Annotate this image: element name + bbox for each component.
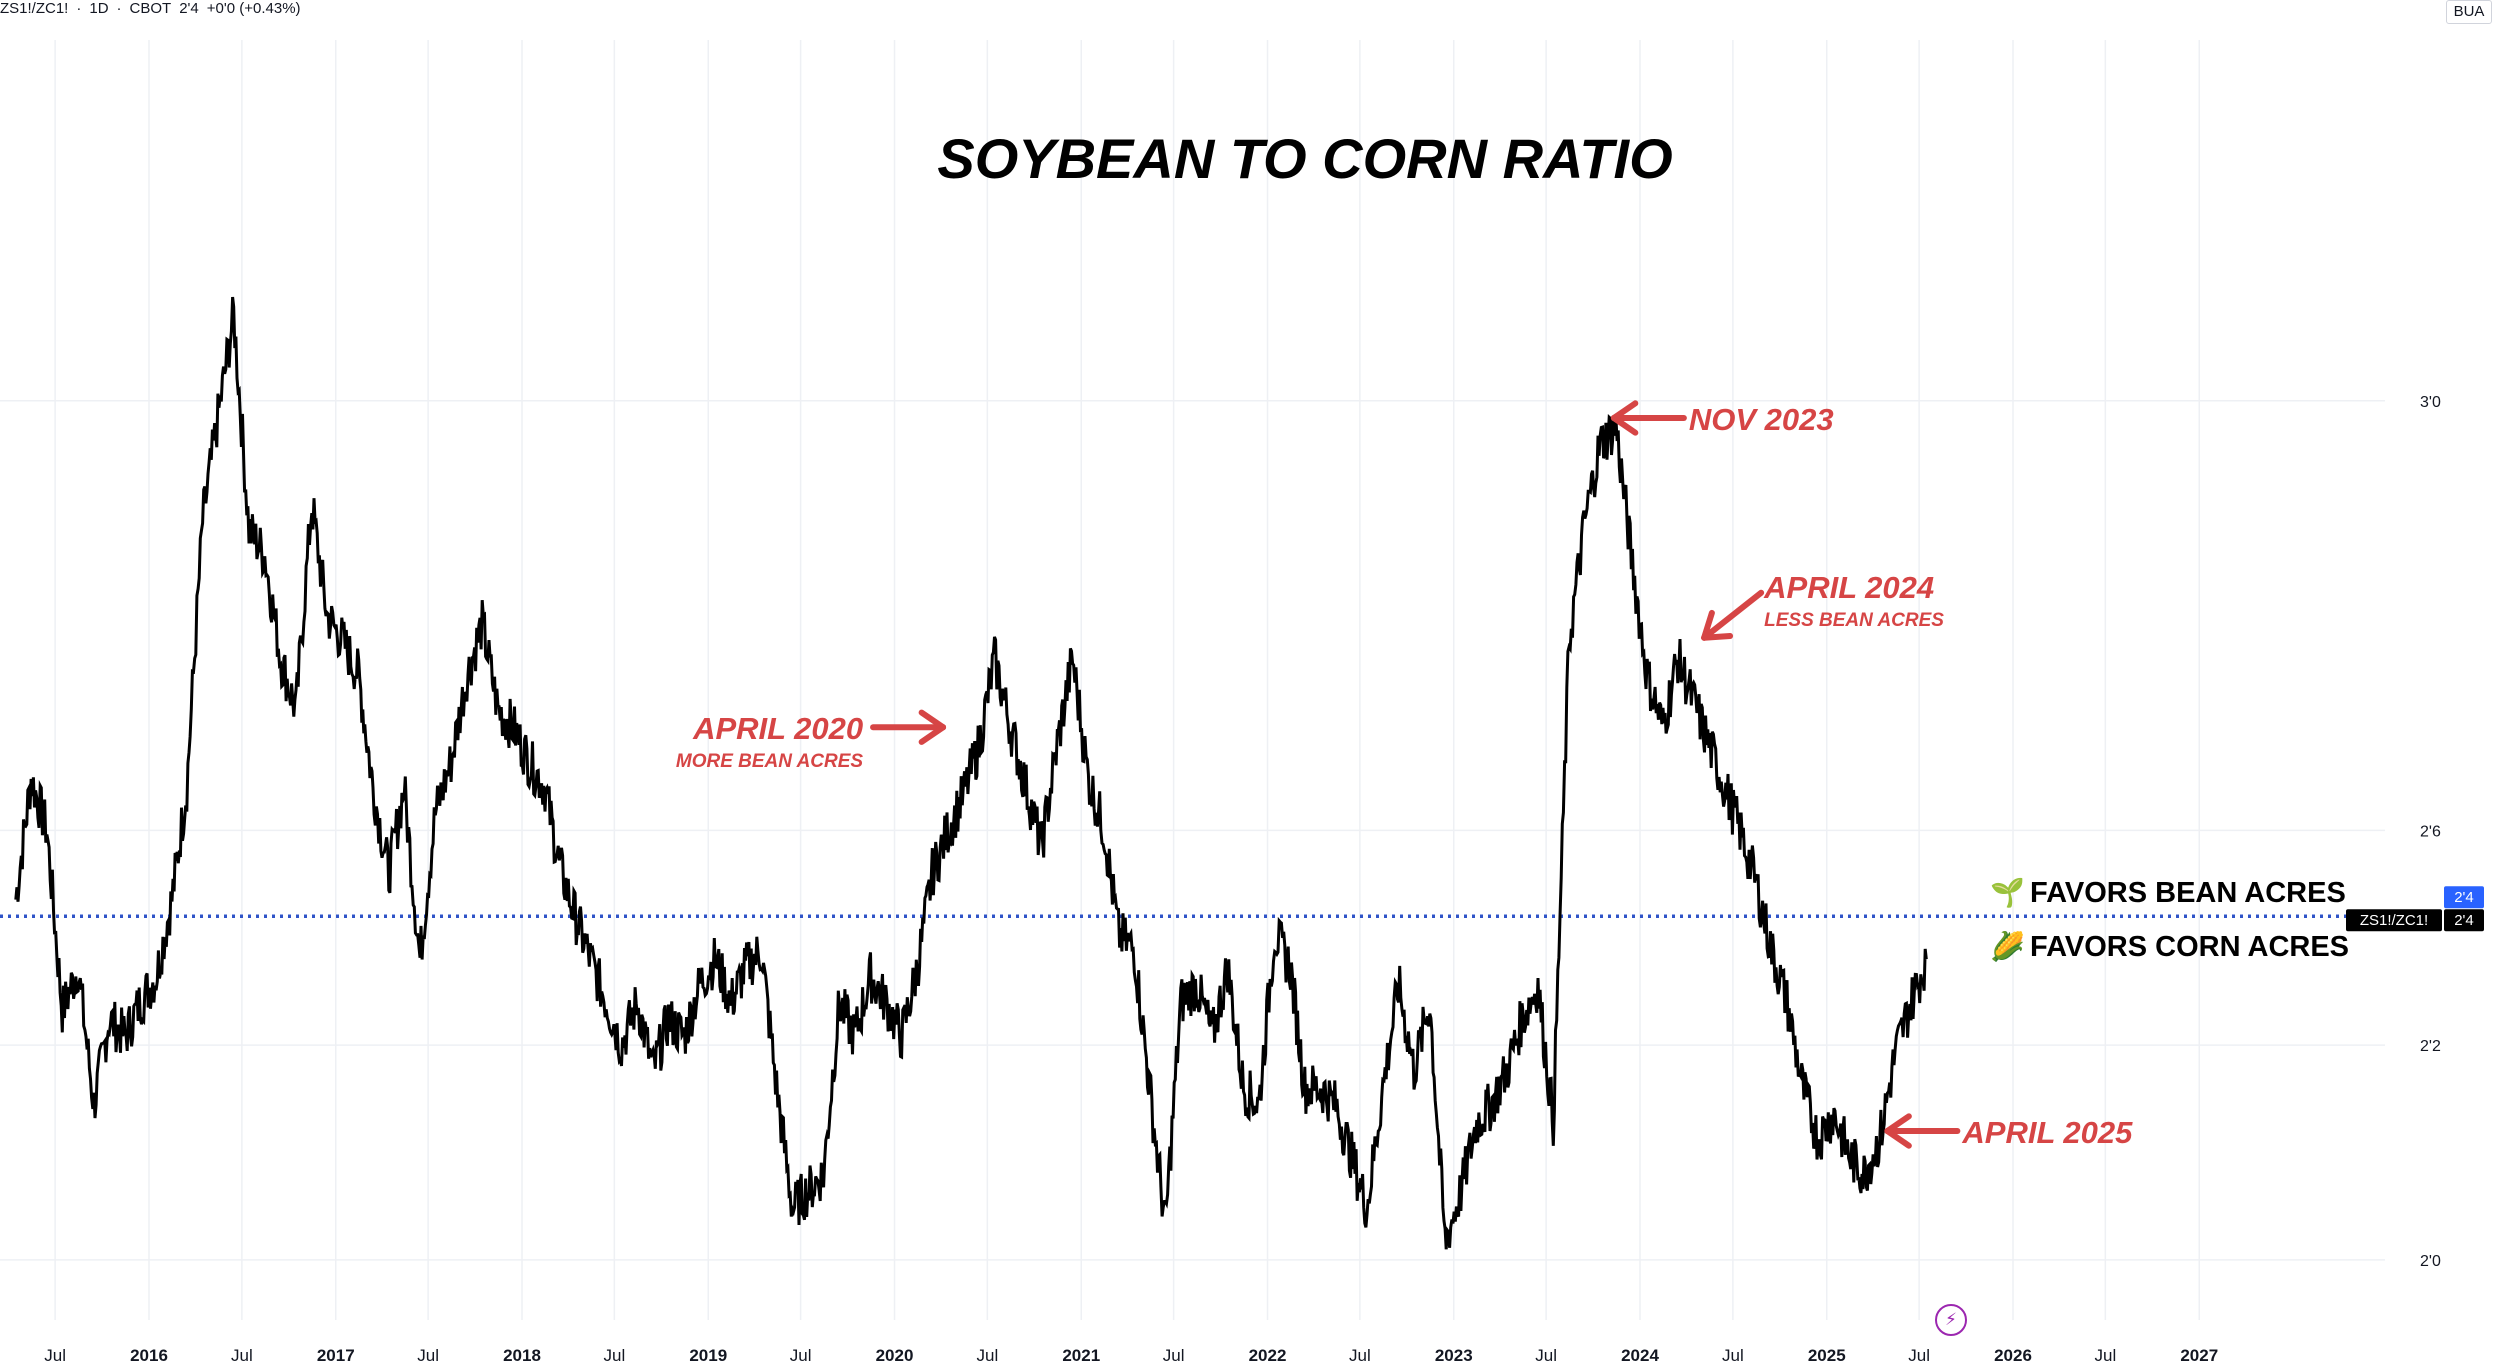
x-tick-label: Jul xyxy=(790,1346,812,1365)
y-tick-label: 2'0 xyxy=(2420,1253,2441,1270)
annotation-sublabel: LESS BEAN ACRES xyxy=(1764,610,1944,631)
price-tags: 2'4 ZS1!/ZC1! 2'4 xyxy=(2346,886,2484,932)
price-tag-upper: 2'4 xyxy=(2454,889,2474,906)
price-tag-lower: 2'4 xyxy=(2454,912,2474,929)
x-tick-label: 2017 xyxy=(317,1346,355,1365)
price-tag-lower-bg xyxy=(2444,909,2484,932)
x-tick-label: 2025 xyxy=(1808,1346,1846,1365)
price-tag-upper-bg xyxy=(2444,886,2484,909)
y-axis-labels: 2'0 2'2 2'6 3'0 xyxy=(2420,394,2441,1270)
chart-header: ZS1!/ZC1! · 1D · CBOT 2'4 +0'0 (+0.43%) xyxy=(0,0,301,17)
zone-label: FAVORS CORN ACRES xyxy=(2030,931,2349,963)
annotation-arrowhead xyxy=(918,709,947,731)
symbol-label[interactable]: ZS1!/ZC1! xyxy=(0,0,69,17)
x-tick-label: 2022 xyxy=(1249,1346,1287,1365)
x-tick-label: Jul xyxy=(1722,1346,1744,1365)
annotation-sublabel: MORE BEAN ACRES xyxy=(676,751,864,772)
seedling-icon: 🌱 xyxy=(1990,876,2025,909)
x-tick-label: 2023 xyxy=(1435,1346,1473,1365)
grid-lines xyxy=(0,40,2385,1320)
x-tick-label: Jul xyxy=(1163,1346,1185,1365)
series-tag: ZS1!/ZC1! xyxy=(2360,912,2428,929)
annotation-arrow xyxy=(1701,589,1765,641)
chart-title: SOYBEAN TO CORN RATIO xyxy=(937,127,1672,190)
x-tick-label: Jul xyxy=(2095,1346,2117,1365)
annotation-arrowhead xyxy=(918,724,947,745)
annotations: NOV 2023 APRIL 2024 LESS BEAN ACRES APRIL 2… xyxy=(676,400,2133,1150)
x-tick-label: 2026 xyxy=(1994,1346,2032,1365)
series-tag-bg xyxy=(2346,909,2442,932)
x-tick-label: Jul xyxy=(44,1346,66,1365)
bua-button[interactable]: BUA xyxy=(2446,0,2492,24)
annotation-label: APRIL 2024 xyxy=(1763,570,1934,605)
x-tick-label: Jul xyxy=(603,1346,625,1365)
x-tick-label: 2020 xyxy=(876,1346,914,1365)
annotation-label: NOV 2023 xyxy=(1689,402,1834,437)
x-tick-label: Jul xyxy=(1908,1346,1930,1365)
x-tick-label: 2016 xyxy=(130,1346,168,1365)
interval-label[interactable]: 1D xyxy=(89,0,109,17)
x-tick-label: Jul xyxy=(1349,1346,1371,1365)
x-tick-label: 2018 xyxy=(503,1346,541,1365)
zone-labels: 🌱 FAVORS BEAN ACRES🌽 FAVORS CORN ACRES xyxy=(1990,876,2349,963)
annotation-label: APRIL 2025 xyxy=(1961,1115,2133,1150)
x-tick-label: Jul xyxy=(231,1346,253,1365)
y-tick-label: 3'0 xyxy=(2420,394,2441,411)
annotation-label: APRIL 2020 xyxy=(692,711,863,746)
y-tick-label: 2'2 xyxy=(2420,1038,2441,1055)
corn-icon: 🌽 xyxy=(1990,929,2025,963)
annotation-arrowhead xyxy=(1610,400,1639,421)
annotation-arrowhead xyxy=(1701,632,1734,641)
x-tick-label: 2019 xyxy=(689,1346,727,1365)
y-tick-label: 2'6 xyxy=(2420,823,2441,840)
annotation-arrowhead xyxy=(1701,609,1715,641)
change-label: +0'0 (+0.43%) xyxy=(206,0,301,17)
annotation-arrowhead xyxy=(1884,1128,1912,1149)
last-price: 2'4 xyxy=(179,0,199,17)
ratio-line xyxy=(14,296,1928,1250)
zone-label: FAVORS BEAN ACRES xyxy=(2030,877,2346,909)
annotation-arrowhead xyxy=(1610,414,1639,436)
x-tick-label: 2021 xyxy=(1062,1346,1100,1365)
x-tick-label: 2024 xyxy=(1621,1346,1659,1365)
x-tick-label: Jul xyxy=(977,1346,999,1365)
x-tick-label: Jul xyxy=(1535,1346,1557,1365)
x-tick-label: Jul xyxy=(417,1346,439,1365)
annotation-arrowhead xyxy=(1884,1113,1912,1135)
lightning-icon[interactable]: ⚡ xyxy=(1935,1304,1967,1336)
exchange-label: CBOT xyxy=(129,0,172,17)
x-tick-label: 2027 xyxy=(2180,1346,2218,1365)
x-axis-labels: Jul 2016 Jul 2017 Jul 2018 Jul 2019 Jul 2020 Jul 20… xyxy=(44,1346,2218,1365)
